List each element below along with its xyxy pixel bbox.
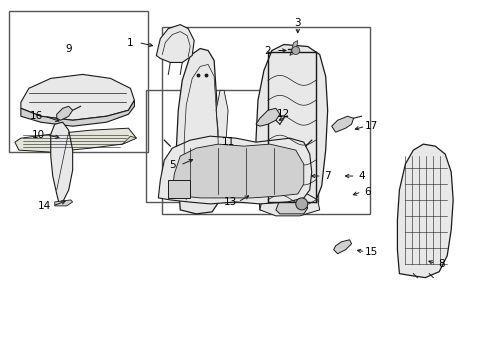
Bar — [9, 11, 148, 152]
Ellipse shape — [295, 198, 307, 210]
Polygon shape — [21, 100, 134, 126]
Text: 5: 5 — [169, 160, 175, 170]
Text: 15: 15 — [364, 247, 377, 257]
Polygon shape — [397, 144, 452, 278]
Polygon shape — [21, 75, 134, 120]
Text: 8: 8 — [437, 259, 444, 269]
Polygon shape — [260, 192, 319, 216]
Text: 11: 11 — [221, 137, 234, 147]
Text: 1: 1 — [127, 37, 134, 48]
Polygon shape — [176, 49, 224, 214]
Polygon shape — [156, 24, 194, 62]
Polygon shape — [331, 116, 353, 132]
Polygon shape — [172, 144, 303, 198]
Polygon shape — [158, 136, 311, 204]
Polygon shape — [216, 90, 227, 150]
Text: 9: 9 — [65, 44, 72, 54]
Text: 13: 13 — [223, 197, 236, 207]
Text: 7: 7 — [324, 171, 330, 181]
Bar — [168, 180, 190, 198]
Polygon shape — [51, 122, 73, 202]
Polygon shape — [275, 198, 307, 214]
Text: 4: 4 — [358, 171, 364, 181]
Polygon shape — [122, 136, 136, 144]
Bar — [146, 90, 317, 202]
Text: 6: 6 — [364, 187, 370, 197]
Polygon shape — [55, 200, 73, 206]
Polygon shape — [289, 41, 297, 55]
Text: 17: 17 — [364, 121, 377, 131]
Ellipse shape — [291, 46, 299, 54]
Polygon shape — [255, 108, 279, 126]
Polygon shape — [57, 106, 73, 120]
Text: 10: 10 — [32, 130, 45, 140]
Text: 16: 16 — [30, 111, 43, 121]
Polygon shape — [333, 240, 351, 254]
Polygon shape — [15, 128, 136, 152]
Polygon shape — [255, 45, 327, 214]
Text: 2: 2 — [264, 45, 271, 55]
Text: 14: 14 — [38, 201, 51, 211]
Bar — [162, 27, 369, 214]
Text: 3: 3 — [294, 18, 301, 28]
Text: 12: 12 — [277, 109, 290, 119]
